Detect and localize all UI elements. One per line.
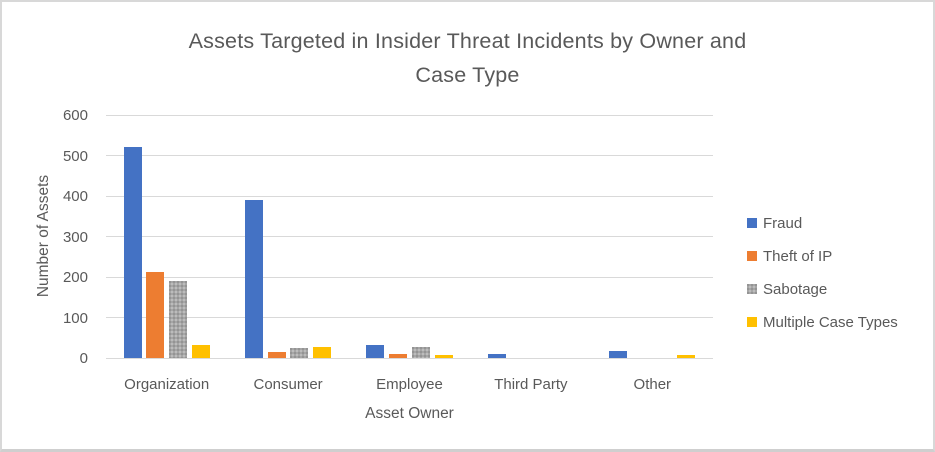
legend-item-fraud[interactable]: Fraud [747, 212, 898, 234]
bar-sabotage-consumer[interactable] [290, 347, 309, 358]
gridline-0 [106, 357, 713, 359]
y-tick-label-400: 400 [62, 188, 88, 205]
bar-fraud-consumer[interactable] [245, 200, 264, 358]
legend-swatch-sabotage [747, 284, 757, 294]
bar-theft-of-ip-consumer[interactable] [267, 352, 286, 358]
y-tick-label-200: 200 [62, 269, 88, 286]
category-label-organization: Organization [124, 376, 210, 393]
category-label-third-party: Third Party [494, 376, 568, 393]
legend-label: Fraud [763, 214, 803, 232]
legend-swatch-fraud [747, 218, 757, 228]
bar-theft-of-ip-employee[interactable] [389, 354, 408, 358]
bar-theft-of-ip-organization[interactable] [146, 272, 165, 358]
gridline-200 [106, 276, 713, 278]
gridline-300 [106, 236, 713, 237]
y-tick-label-0: 0 [79, 350, 88, 367]
bar-sabotage-employee[interactable] [411, 347, 430, 358]
bar-fraud-other[interactable] [609, 351, 628, 358]
bar-fraud-employee[interactable] [366, 345, 385, 358]
legend-label: Multiple Case Types [763, 313, 898, 331]
y-tick-label-100: 100 [62, 309, 88, 327]
legend-item-multiple-case-types[interactable]: Multiple Case Types [747, 311, 898, 333]
chart-title: Assets Targeted in Insider Threat Incide… [2, 24, 933, 92]
category-label-consumer: Consumer [253, 376, 323, 393]
legend-swatch-multiple-case-types [747, 317, 757, 327]
bar-fraud-organization[interactable] [123, 147, 142, 358]
legend-item-sabotage[interactable]: Sabotage [747, 278, 898, 300]
category-label-employee: Employee [376, 376, 443, 393]
gridline-100 [106, 317, 713, 318]
chart-title-line-2: Case Type [415, 63, 520, 87]
category-label-other: Other [633, 376, 672, 393]
chart-title-line-1: Assets Targeted in Insider Threat Incide… [188, 29, 747, 53]
legend: Fraud Theft of IP Sabotage Multiple Case… [747, 212, 898, 344]
legend-swatch-theft-of-ip [747, 251, 757, 261]
plot-area [106, 114, 713, 359]
bar-multiple-case-types-organization[interactable] [191, 345, 210, 358]
bar-multiple-case-types-other[interactable] [677, 355, 696, 358]
gridline-500 [106, 155, 713, 156]
bar-sabotage-organization[interactable] [169, 281, 188, 358]
bar-fraud-third-party[interactable] [487, 354, 506, 358]
legend-item-theft-of-ip[interactable]: Theft of IP [747, 245, 898, 267]
legend-label: Theft of IP [763, 247, 833, 265]
gridline-400 [106, 195, 713, 197]
bar-multiple-case-types-employee[interactable] [434, 354, 453, 358]
x-axis-title: Asset Owner [365, 405, 454, 422]
y-tick-label-500: 500 [62, 147, 88, 165]
y-tick-label-300: 300 [62, 228, 88, 246]
y-tick-label-600: 600 [62, 107, 88, 124]
bar-multiple-case-types-consumer[interactable] [313, 347, 332, 358]
legend-label: Sabotage [763, 280, 828, 298]
gridline-600 [106, 114, 713, 116]
